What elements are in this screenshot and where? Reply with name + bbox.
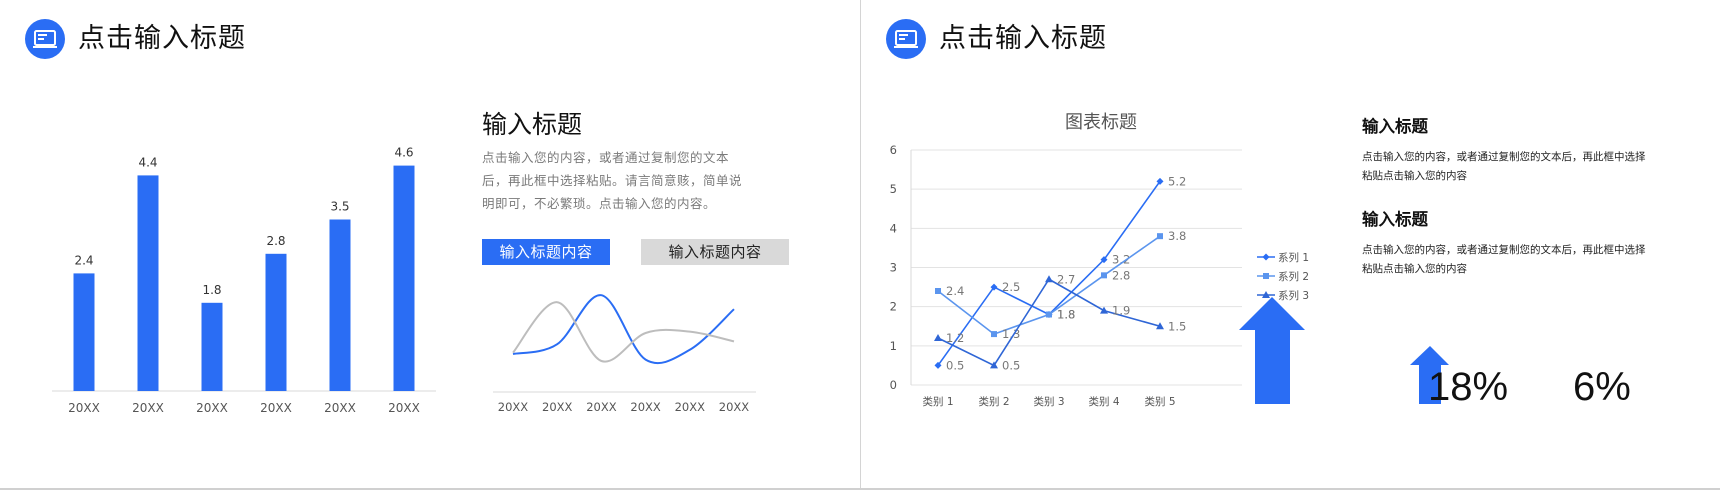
page-title: 点击输入标题 [78, 23, 246, 54]
data-label: 1.8 [1057, 308, 1075, 322]
legend-label: 系列 2 [1278, 270, 1309, 283]
x-tick-label: 类别 5 [1144, 395, 1175, 408]
marker-square [1157, 233, 1163, 240]
data-label: 0.5 [946, 358, 964, 372]
marker-diamond [1156, 177, 1164, 185]
marker-diamond [1262, 253, 1270, 261]
data-label: 2.4 [74, 253, 93, 267]
wave-chart: 20XX 20XX 20XX 20XX 20XX 20XX [493, 294, 756, 414]
legend-item: 系列 1 [1257, 251, 1309, 264]
left-slide: 点击输入标题 2.4 20XX 4.4 20XX 1.8 20XX 2.8 20XX 3.5 20… [25, 19, 789, 415]
data-label: 2.8 [1112, 268, 1130, 282]
marker-triangle [1262, 291, 1270, 298]
marker-square [1263, 273, 1269, 279]
marker-square [935, 288, 941, 294]
stat-value-large: 18% [1428, 365, 1509, 409]
bar-chart: 2.4 20XX 4.4 20XX 1.8 20XX 2.8 20XX 3.5 20XX 4.6 20… [52, 146, 436, 415]
marker-triangle [1100, 306, 1108, 314]
x-tick-label: 20XX [68, 401, 100, 415]
y-tick-label: 4 [890, 221, 897, 235]
data-label: 2.8 [266, 234, 285, 248]
bar [265, 253, 287, 391]
marker-diamond [1100, 256, 1108, 264]
data-label: 2.4 [946, 284, 964, 298]
legend-label: 系列 3 [1278, 289, 1309, 302]
marker-triangle [1045, 275, 1053, 283]
tag-secondary[interactable]: 输入标题内容 [641, 239, 789, 265]
data-label: 1.2 [946, 331, 964, 345]
page-title: 点击输入标题 [939, 23, 1107, 54]
y-tick-label: 6 [890, 143, 897, 157]
x-tick-label: 20XX [260, 401, 292, 415]
line-chart: 图表标题 0 1 2 3 4 5 6 类别 1 类别 2 类别 3 类别 4 类别 5 0.5 2.5 1.8… [890, 112, 1309, 408]
legend-item: 系列 3 [1257, 289, 1309, 302]
x-tick-label: 20XX [388, 401, 420, 415]
slide-divider [860, 0, 861, 490]
data-label: 1.8 [202, 283, 221, 297]
monitor-icon [25, 19, 65, 59]
bar [329, 219, 351, 391]
marker-square [991, 331, 997, 338]
data-label: 3.5 [330, 200, 349, 214]
monitor-icon [886, 19, 926, 59]
info-heading-2: 输入标题 [1362, 210, 1428, 229]
bar [73, 273, 95, 391]
right-slide: 点击输入标题 图表标题 0 1 2 3 4 5 6 类别 1 类别 2 类别 3 类别 4 类别 5 0.… [861, 0, 1720, 490]
y-tick-label: 0 [890, 378, 897, 392]
info-heading-1: 输入标题 [1362, 117, 1428, 136]
data-label: 5.2 [1168, 174, 1186, 188]
marker-square [1046, 311, 1052, 318]
data-label: 1.5 [1168, 319, 1186, 333]
info-body-2: 点击输入您的内容，或者通过复制您的文本后，再此框中选择粘贴点击输入您的内容 [1362, 244, 1646, 275]
marker-triangle [1156, 322, 1164, 330]
y-tick-label: 1 [890, 339, 897, 353]
series-line [937, 278, 1161, 367]
info-body-1: 点击输入您的内容，或者通过复制您的文本后，再此框中选择粘贴点击输入您的内容 [1362, 151, 1646, 182]
data-label: 3.8 [1168, 229, 1186, 243]
stat-value-small: 6% [1573, 365, 1631, 409]
x-tick-label: 20XX [196, 401, 228, 415]
x-tick-label: 类别 2 [978, 395, 1009, 408]
marker-diamond [990, 283, 998, 291]
y-tick-label: 3 [890, 261, 897, 275]
bottom-rule [0, 488, 1720, 490]
x-tick-label: 20XX [132, 401, 164, 415]
x-tick-label: 20XX [630, 400, 661, 414]
tag-primary[interactable]: 输入标题内容 [482, 239, 610, 265]
x-tick-label: 类别 4 [1088, 395, 1119, 408]
marker-triangle [934, 334, 942, 341]
legend-item: 系列 2 [1257, 270, 1309, 283]
data-label: 2.5 [1002, 280, 1020, 294]
x-tick-label: 类别 1 [922, 395, 953, 408]
data-label: 1.9 [1112, 304, 1130, 318]
chart-title: 图表标题 [1065, 112, 1137, 133]
series-line [512, 294, 735, 365]
y-tick-label: 5 [890, 182, 897, 196]
data-label: 3.2 [1112, 253, 1130, 267]
data-label: 4.6 [394, 146, 413, 160]
data-label: 4.4 [138, 155, 157, 169]
x-tick-label: 20XX [586, 400, 617, 414]
section-body: 点击输入您的内容，或者通过复制您的文本后，再此框中选择粘贴。请言简意赅，简单说明… [482, 150, 743, 211]
bar [201, 302, 223, 391]
marker-square [1101, 272, 1107, 279]
bar [393, 165, 415, 391]
x-tick-label: 20XX [675, 400, 706, 414]
data-label: 2.7 [1057, 272, 1075, 286]
y-tick-label: 2 [890, 300, 897, 314]
section-heading: 输入标题 [482, 110, 583, 139]
marker-diamond [934, 361, 942, 369]
x-tick-label: 类别 3 [1033, 395, 1064, 408]
data-label: 1.8 [1057, 308, 1075, 322]
data-label: 0.5 [1002, 358, 1020, 372]
x-tick-label: 20XX [719, 400, 750, 414]
x-tick-label: 20XX [542, 400, 573, 414]
legend-label: 系列 1 [1278, 251, 1309, 264]
x-tick-label: 20XX [498, 400, 529, 414]
marker-triangle [990, 361, 998, 369]
series-group: 1.2 0.5 2.7 1.9 1.5 [934, 272, 1186, 372]
bar [137, 175, 159, 391]
series-line [512, 301, 735, 363]
x-tick-label: 20XX [324, 401, 356, 415]
